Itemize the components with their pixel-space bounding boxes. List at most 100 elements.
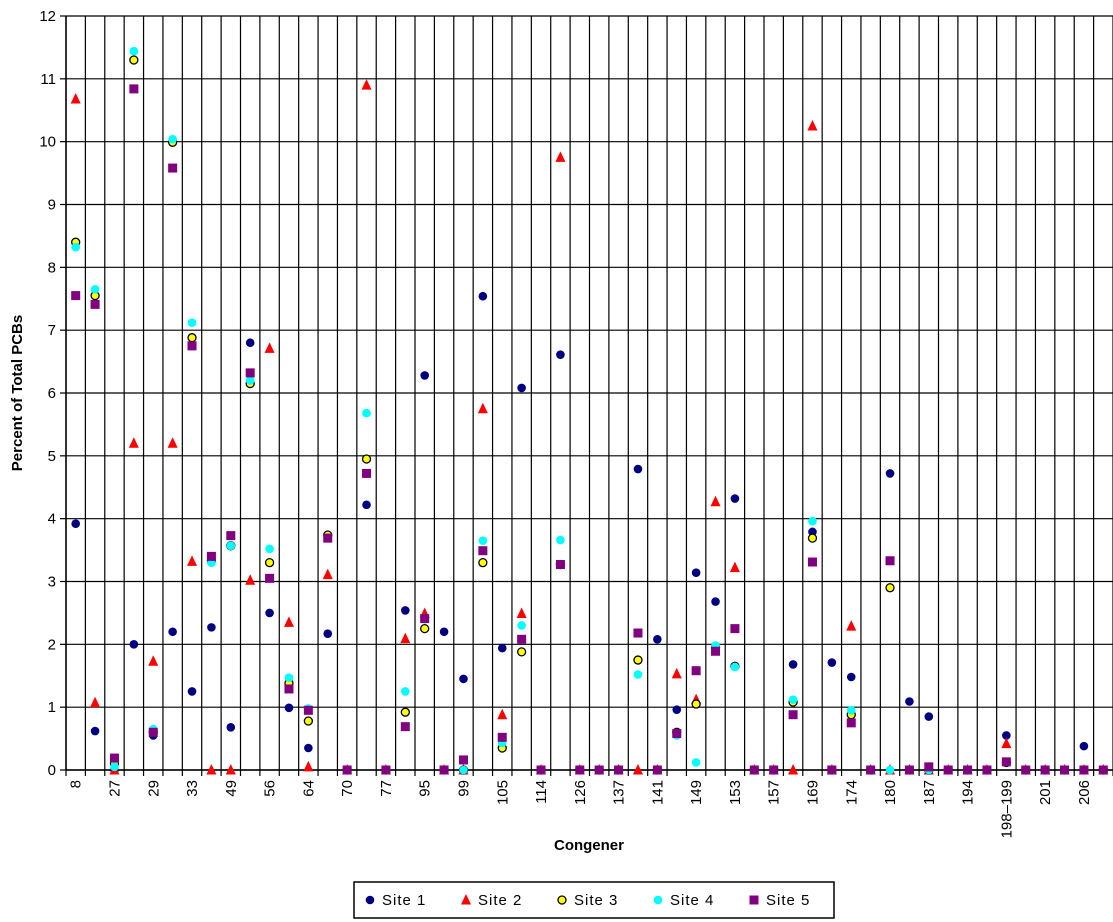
data-point [362, 500, 371, 510]
data-point [497, 708, 508, 720]
x-tick-label: 149 [688, 780, 705, 805]
legend-marker [749, 895, 759, 905]
data-point [207, 623, 216, 632]
data-point [555, 560, 565, 570]
data-point [148, 727, 158, 737]
data-point [1079, 765, 1089, 775]
x-tick-label: 206 [1076, 780, 1093, 805]
data-point [322, 568, 333, 580]
data-point [691, 758, 701, 767]
data-point [129, 84, 139, 94]
data-point [885, 583, 895, 593]
x-tick-label: 126 [572, 780, 589, 805]
data-point [361, 454, 372, 464]
data-point [846, 672, 856, 682]
data-point [206, 551, 216, 561]
data-point [1002, 731, 1011, 740]
data-point [283, 616, 294, 627]
x-tick-label: 194 [960, 780, 977, 805]
data-point [594, 765, 604, 775]
y-tick-label: 11 [40, 71, 56, 88]
x-tick-label: 114 [533, 780, 550, 804]
data-point [536, 765, 546, 775]
y-tick-label: 9 [48, 197, 56, 214]
data-points [70, 46, 1109, 775]
data-point [730, 494, 740, 503]
data-point [632, 764, 643, 775]
data-point [827, 765, 837, 775]
data-point [866, 765, 876, 775]
data-point [109, 753, 119, 763]
y-tick-label: 0 [48, 762, 56, 779]
data-point [827, 658, 837, 667]
data-point [459, 674, 468, 684]
data-point [420, 623, 430, 634]
data-point [885, 469, 895, 478]
x-tick-label: 105 [494, 780, 511, 805]
legend-item: Site 4 [653, 892, 714, 909]
data-point [187, 318, 197, 327]
x-tick-label: 56 [262, 780, 279, 797]
x-axis-ticks: 8 27 29 33 49 56 64 70 77 95 99 105 114 126 137 141 149 1… [65, 770, 1113, 838]
data-point [420, 371, 429, 380]
data-point [361, 79, 372, 90]
data-point [323, 533, 333, 543]
data-point [187, 333, 197, 343]
x-tick-label: 8 [68, 780, 85, 788]
legend-label: Site 4 [670, 892, 714, 909]
data-point [614, 765, 624, 775]
data-point [1001, 737, 1012, 749]
legend-marker [557, 895, 567, 905]
data-point [148, 655, 159, 666]
data-point [652, 765, 662, 775]
data-point [187, 687, 197, 696]
x-tick-label: 157 [766, 780, 783, 805]
data-point [807, 557, 817, 567]
data-point [400, 632, 411, 644]
data-point [168, 134, 177, 144]
legend-marker [365, 895, 375, 905]
data-point [711, 597, 720, 606]
data-point [129, 640, 139, 649]
data-point [420, 614, 430, 624]
data-point [90, 726, 100, 736]
data-point [691, 568, 701, 578]
data-point [129, 55, 139, 65]
data-point [749, 765, 759, 775]
data-point [225, 764, 236, 775]
data-point [516, 647, 527, 657]
data-point [807, 119, 818, 131]
x-tick-label: 141 [649, 780, 666, 805]
data-point [691, 699, 701, 709]
x-tick-label: 64 [300, 780, 317, 797]
legend-label: Site 2 [478, 892, 522, 909]
data-point [672, 705, 682, 714]
data-point [653, 635, 662, 644]
legend-label: Site 1 [382, 892, 426, 909]
x-tick-label: 29 [145, 780, 162, 797]
data-point [730, 624, 740, 634]
legend-label: Site 3 [574, 892, 618, 909]
data-point [245, 376, 255, 385]
data-point [303, 716, 314, 726]
legend-item: Site 2 [461, 892, 522, 909]
y-tick-label: 4 [48, 511, 56, 528]
y-tick-label: 1 [48, 699, 56, 716]
x-axis-title: Congener [554, 837, 624, 854]
data-point [90, 299, 100, 309]
data-point [788, 695, 798, 704]
data-point [1040, 765, 1050, 775]
data-point [1001, 757, 1011, 767]
data-point [556, 535, 565, 545]
data-point [517, 383, 526, 393]
data-point [1098, 765, 1108, 775]
data-point [168, 627, 177, 637]
x-tick-label: 201 [1037, 780, 1054, 805]
legend-item: Site 1 [365, 892, 426, 909]
data-point [807, 533, 818, 543]
y-tick-label: 7 [48, 322, 56, 339]
data-point [730, 662, 740, 672]
data-point [323, 629, 333, 638]
data-point [303, 705, 313, 715]
